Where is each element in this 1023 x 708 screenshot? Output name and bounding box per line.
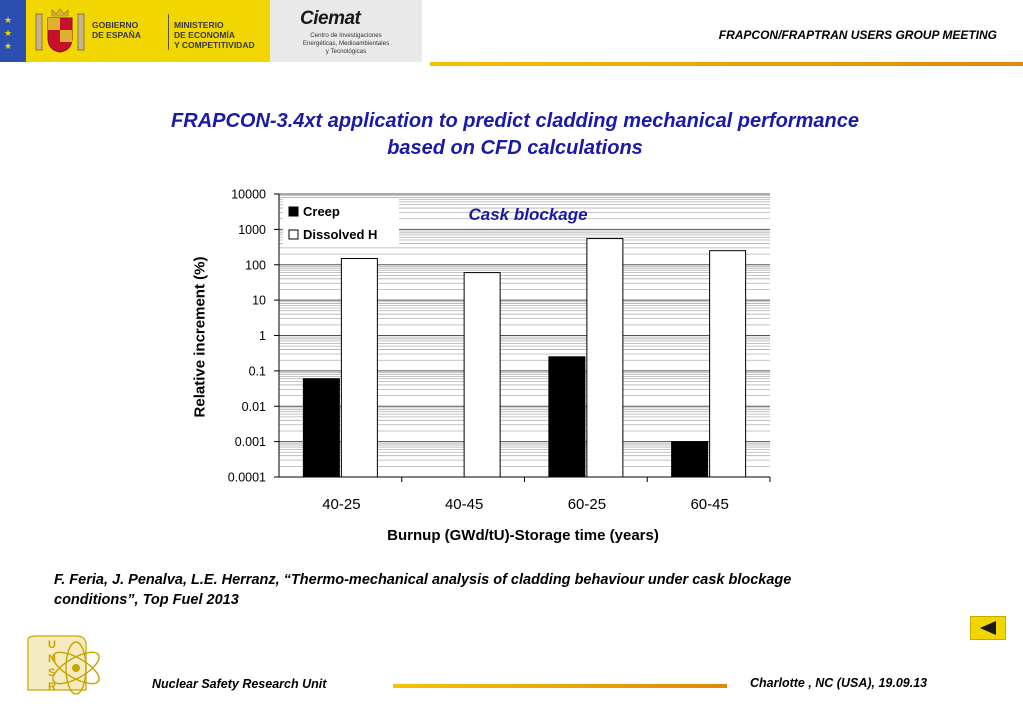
- slide-title: FRAPCON-3.4xt application to predict cla…: [60, 108, 970, 162]
- eu-flag: ★ ★ ★: [0, 0, 26, 62]
- y-axis-label: Relative increment (%): [191, 256, 209, 418]
- ministry-line: MINISTERIO: [174, 20, 224, 30]
- title-line: based on CFD calculations: [387, 137, 643, 159]
- legend-swatch: [288, 229, 299, 240]
- bar-dissolved-h: [709, 250, 747, 478]
- title-line: FRAPCON-3.4xt application to predict cla…: [171, 110, 859, 132]
- bar-creep: [548, 356, 586, 478]
- ciemat-subtitle: Centro de Investigaciones Energéticas, M…: [280, 32, 412, 56]
- gov-line: DE ESPAÑA: [92, 30, 141, 40]
- ciemat-logo: Ciemat: [300, 8, 361, 29]
- ciemat-sub-line: Energéticas, Medioambientales: [302, 40, 390, 47]
- footer-unit: Nuclear Safety Research Unit: [152, 677, 327, 691]
- reference: F. Feria, J. Penalva, L.E. Herranz, “The…: [54, 570, 994, 610]
- y-tick-label: 0.01: [242, 400, 266, 414]
- coat-of-arms-icon: [35, 8, 85, 53]
- meeting-title: FRAPCON/FRAPTRAN USERS GROUP MEETING: [718, 28, 997, 42]
- legend-swatch: [288, 206, 299, 217]
- y-tick-label: 1: [259, 329, 266, 343]
- footer-rule: [393, 684, 727, 688]
- government-name: GOBIERNO DE ESPAÑA: [92, 20, 141, 40]
- x-tick-label: 60-25: [568, 496, 606, 513]
- logo-letter: U: [48, 639, 56, 651]
- bar-creep: [302, 378, 340, 478]
- plot-area: [279, 194, 770, 477]
- logo-letter: N: [48, 653, 56, 665]
- ciemat-logo-box: [270, 0, 422, 62]
- legend: [283, 198, 399, 246]
- bar-dissolved-h: [340, 258, 378, 478]
- y-tick-label: 1000: [238, 223, 266, 237]
- gov-line: GOBIERNO: [92, 20, 139, 30]
- ministry-name: MINISTERIO DE ECONOMÍA Y COMPETITIVIDAD: [174, 20, 255, 50]
- legend-label: Dissolved H: [303, 227, 377, 242]
- star-icon: ★: [4, 15, 13, 25]
- ciemat-sub-line: y Tecnológicas: [325, 48, 367, 55]
- logo-letter: S: [48, 667, 55, 679]
- y-tick-label: 0.1: [249, 364, 266, 378]
- y-tick-label: 0.001: [235, 435, 266, 449]
- arrow-left-icon: [980, 621, 996, 635]
- unit-logo: U N S R: [27, 635, 100, 695]
- x-axis-label: Burnup (GWd/tU)-Storage time (years): [387, 527, 659, 544]
- star-icon: ★: [4, 41, 13, 51]
- chart-annotation: Cask blockage: [468, 205, 587, 224]
- bar-creep: [671, 441, 709, 478]
- ciemat-sub-line: Centro de Investigaciones: [310, 32, 382, 39]
- logo-letter: R: [48, 681, 56, 693]
- bar-dissolved-h: [463, 272, 501, 478]
- reference-line: conditions”, Top Fuel 2013: [54, 592, 239, 608]
- y-tick-label: 100: [245, 258, 266, 272]
- footer-place-date: Charlotte , NC (USA), 19.09.13: [750, 676, 928, 690]
- x-tick-label: 40-45: [445, 496, 483, 513]
- reference-line: F. Feria, J. Penalva, L.E. Herranz, “The…: [54, 572, 792, 588]
- x-tick-label: 40-25: [322, 496, 360, 513]
- header-government-band: [0, 0, 270, 62]
- header-rule: [430, 62, 1023, 66]
- y-tick-label: 0.0001: [228, 471, 266, 485]
- legend-label: Creep: [303, 204, 340, 219]
- ministry-line: DE ECONOMÍA: [174, 30, 235, 40]
- divider: [168, 14, 169, 50]
- back-button[interactable]: [970, 616, 1006, 640]
- bar-dissolved-h: [586, 238, 624, 478]
- x-tick-label: 60-45: [690, 496, 728, 513]
- y-tick-label: 10: [252, 294, 266, 308]
- ministry-line: Y COMPETITIVIDAD: [174, 40, 255, 50]
- star-icon: ★: [4, 28, 13, 38]
- y-tick-label: 10000: [231, 188, 266, 202]
